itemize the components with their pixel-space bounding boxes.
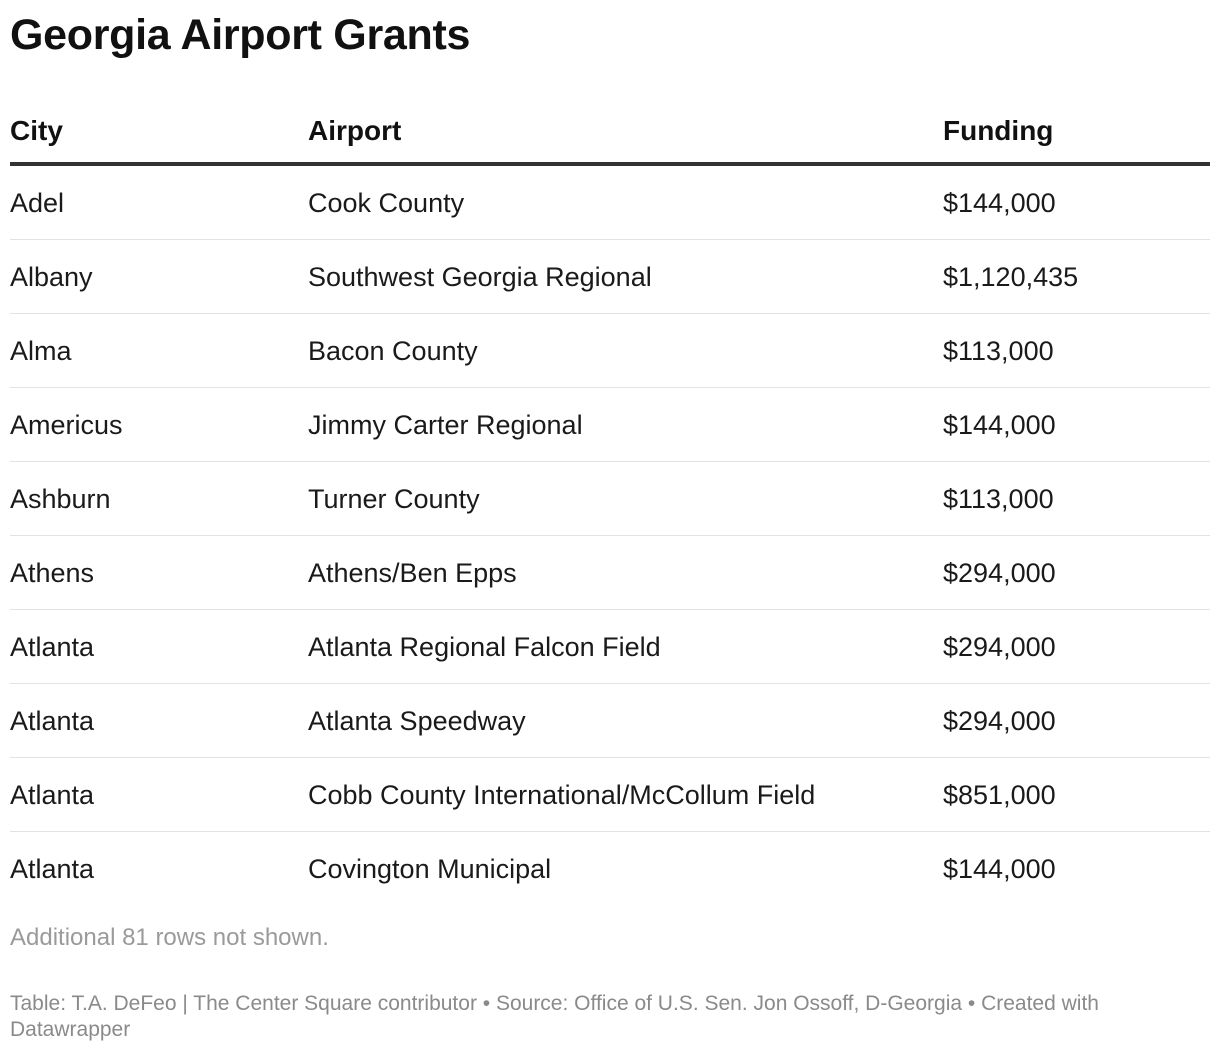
cell-funding: $144,000 <box>943 853 1056 884</box>
cell-city: Athens <box>10 535 308 610</box>
cell-funding: $113,000 <box>943 313 1210 388</box>
table-row: Atlanta Atlanta Speedway $294,000 <box>10 683 1210 758</box>
cell-city: Atlanta <box>10 853 95 884</box>
table-row: Atlanta Covington Municipal $144,000 <box>10 832 1210 906</box>
table-row: Adel Cook County $144,000 <box>10 164 1210 240</box>
cell-city: Alma <box>10 313 308 388</box>
table-widget: Georgia Airport Grants City Airport Fund… <box>10 0 1210 1043</box>
cell-city: Albany <box>10 239 308 314</box>
table-row: Albany Southwest Georgia Regional $1,120,4… <box>10 239 1210 314</box>
cell-funding: $1,120,435 <box>943 239 1210 314</box>
cell-airport: Covington Municipal <box>308 853 552 884</box>
table-row: Ashburn Turner County $113,000 <box>10 461 1210 536</box>
cell-airport: Athens/Ben Epps <box>308 535 943 610</box>
cell-funding: $144,000 <box>943 387 1210 462</box>
cell-airport: Jimmy Carter Regional <box>308 387 943 462</box>
column-header-city[interactable]: City <box>10 116 308 166</box>
cell-funding: $851,000 <box>943 757 1210 832</box>
table-row: Athens Athens/Ben Epps $294,000 <box>10 535 1210 610</box>
cell-city: Atlanta <box>10 683 308 758</box>
source-footer: Table: T.A. DeFeo | The Center Square co… <box>10 992 1099 1041</box>
cell-funding: $294,000 <box>943 535 1210 610</box>
header-row: City Airport Funding <box>10 116 1210 166</box>
cell-funding: $144,000 <box>943 164 1210 240</box>
cell-airport: Cobb County International/McCollum Field <box>308 757 943 832</box>
cell-city: Americus <box>10 387 308 462</box>
data-table: City Airport Funding Adel Cook County $144… <box>10 116 1210 905</box>
table-row: Alma Bacon County $113,000 <box>10 313 1210 388</box>
table-row: Atlanta Atlanta Regional Falcon Field $294… <box>10 609 1210 684</box>
cell-airport: Atlanta Speedway <box>308 683 943 758</box>
cell-funding: $294,000 <box>943 683 1210 758</box>
chart-title: Georgia Airport Grants <box>10 11 471 59</box>
column-header-funding[interactable]: Funding <box>943 116 1210 166</box>
cell-airport: Bacon County <box>308 313 943 388</box>
cell-city: Ashburn <box>10 461 308 536</box>
cell-city: Atlanta <box>10 757 308 832</box>
cell-airport: Cook County <box>308 164 943 240</box>
cell-funding: $113,000 <box>943 461 1210 536</box>
cell-airport: Southwest Georgia Regional <box>308 239 943 314</box>
column-header-airport[interactable]: Airport <box>308 116 943 166</box>
table-row: Atlanta Cobb County International/McCollu… <box>10 757 1210 832</box>
cell-airport: Atlanta Regional Falcon Field <box>308 609 943 684</box>
cell-city: Atlanta <box>10 609 308 684</box>
table-body: Adel Cook County $144,000 Albany Southwest G… <box>10 164 1210 905</box>
cell-funding: $294,000 <box>943 609 1210 684</box>
cell-city: Adel <box>10 164 308 240</box>
table-header: City Airport Funding <box>10 116 1210 166</box>
cell-airport: Turner County <box>308 461 943 536</box>
hidden-rows-note: Additional 81 rows not shown. <box>10 924 329 951</box>
table-row: Americus Jimmy Carter Regional $144,000 <box>10 387 1210 462</box>
